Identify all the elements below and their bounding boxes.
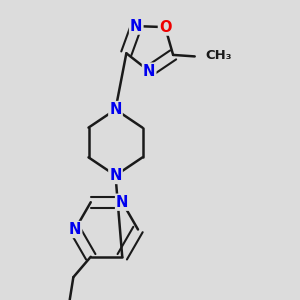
Text: N: N bbox=[130, 19, 142, 34]
Text: CH₃: CH₃ bbox=[205, 49, 232, 62]
Text: O: O bbox=[159, 20, 171, 34]
Text: N: N bbox=[116, 195, 128, 210]
Text: N: N bbox=[69, 222, 81, 237]
Text: N: N bbox=[109, 102, 122, 117]
Text: N: N bbox=[109, 168, 122, 183]
Text: N: N bbox=[143, 64, 155, 79]
